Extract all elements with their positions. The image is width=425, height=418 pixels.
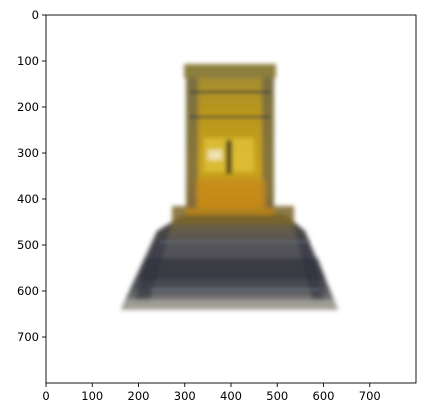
image-area [46,15,416,383]
y-tick-label: 400 [17,192,39,206]
x-tick-label: 600 [313,389,335,403]
object-render [121,64,338,310]
x-tick-label: 100 [81,389,103,403]
y-tick-label: 500 [17,238,39,252]
x-axis: 0 100 200 300 400 500 600 700 [42,383,381,403]
x-tick-label: 500 [266,389,288,403]
x-tick-label: 300 [174,389,196,403]
x-tick-label: 400 [220,389,242,403]
y-tick-label: 600 [17,284,39,298]
y-tick-label: 100 [17,54,39,68]
y-tick-label: 300 [17,146,39,160]
y-axis: 0 100 200 300 400 500 600 700 [17,8,46,344]
y-tick-label: 0 [32,8,39,22]
y-tick-label: 700 [17,330,39,344]
y-tick-label: 200 [17,100,39,114]
x-tick-label: 700 [359,389,381,403]
x-tick-label: 0 [42,389,49,403]
x-tick-label: 200 [128,389,150,403]
